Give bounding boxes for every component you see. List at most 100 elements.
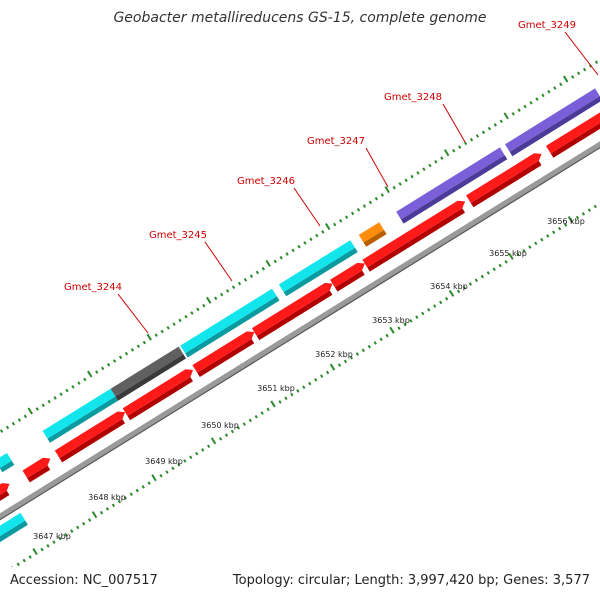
tick-mark <box>576 71 581 76</box>
tick-mark <box>462 285 467 290</box>
tick-mark <box>302 385 306 390</box>
tick-mark <box>53 396 57 400</box>
gene-feature <box>42 388 118 443</box>
cds-feature-shade <box>256 290 333 341</box>
gene-feature-shade <box>400 155 508 224</box>
tick-mark <box>87 370 93 378</box>
tick-mark <box>141 485 145 489</box>
tick-mark <box>422 167 426 171</box>
scale-label-3650: 3650 kbp <box>201 421 239 430</box>
tick-mark <box>231 285 236 290</box>
tick-mark <box>523 104 527 109</box>
tick-mark <box>343 359 348 364</box>
gene-labels: Gmet_3244 Gmet_3245 Gmet_3246 Gmet_3247 … <box>64 20 576 293</box>
gene-label-gmet-3247[interactable]: Gmet_3247 <box>307 136 365 147</box>
tick-mark <box>136 344 141 349</box>
tick-mark <box>563 223 568 227</box>
gene-feature-shade <box>509 96 600 157</box>
tick-mark <box>190 311 194 315</box>
tick-mark <box>71 385 75 389</box>
gene-label-gmet-3248[interactable]: Gmet_3248 <box>384 92 442 103</box>
tick-mark <box>409 319 413 323</box>
cds-feature <box>546 112 600 158</box>
tick-mark <box>270 400 276 408</box>
tick-mark <box>58 536 62 541</box>
tick-mark <box>260 411 264 415</box>
tick-mark <box>91 511 98 519</box>
gene-track <box>0 88 600 543</box>
cds-feature-body <box>54 411 126 459</box>
cds-feature-body <box>0 483 10 496</box>
tick-mark <box>303 241 307 245</box>
tick-mark <box>421 311 425 316</box>
tick-mark <box>47 399 51 404</box>
tick-mark <box>147 481 151 485</box>
gene-label-gmet-3249[interactable]: Gmet_3249 <box>518 20 576 31</box>
backbone-track <box>0 141 600 521</box>
tick-mark <box>290 392 294 397</box>
gene-feature-body <box>0 453 12 468</box>
tick-mark <box>474 278 478 283</box>
tick-mark <box>362 204 367 208</box>
gene-label-gmet-3244[interactable]: Gmet_3244 <box>64 282 122 293</box>
cds-feature-body <box>362 200 466 268</box>
gene-label-gmet-3246[interactable]: Gmet_3246 <box>237 176 295 187</box>
cds-feature-shade <box>0 490 10 501</box>
tick-mark <box>384 186 390 194</box>
tick-mark <box>516 252 520 257</box>
tick-mark <box>160 329 164 334</box>
gene-feature <box>278 240 358 297</box>
tick-mark <box>427 307 431 312</box>
tick-mark <box>337 363 342 367</box>
cds-feature <box>0 483 10 501</box>
tick-mark <box>534 241 538 246</box>
cds-feature <box>22 457 51 483</box>
tick-mark <box>297 244 301 249</box>
tick-mark <box>159 473 163 478</box>
cds-feature <box>192 331 255 377</box>
cds-feature <box>330 262 365 292</box>
tick-mark <box>547 89 551 94</box>
tick-mark <box>575 215 580 220</box>
tick-mark <box>184 314 188 319</box>
tick-mark <box>486 271 490 275</box>
tick-mark <box>0 574 1 577</box>
gene-feature <box>0 453 15 473</box>
tick-mark <box>166 326 170 330</box>
gene-feature-shade <box>185 296 280 358</box>
tick-mark <box>475 134 480 138</box>
tick-mark <box>22 558 26 563</box>
tick-mark <box>416 171 420 175</box>
gene-feature-body <box>42 388 116 439</box>
tick-mark <box>415 315 419 319</box>
scale-labels: 3647 kbp 3648 kbp 3649 kbp 3650 kbp 3651… <box>33 217 585 541</box>
tick-mark <box>5 425 10 430</box>
tick-mark <box>99 510 104 515</box>
gene-feature-body <box>396 147 505 220</box>
gene-feature <box>0 512 28 543</box>
tick-mark <box>172 322 176 326</box>
tick-mark <box>333 222 337 227</box>
tick-mark <box>499 119 503 124</box>
tick-mark <box>171 466 175 471</box>
tick-mark <box>552 230 556 235</box>
gene-label-gmet-3245[interactable]: Gmet_3245 <box>149 230 207 241</box>
tick-mark <box>492 267 496 271</box>
tick-mark <box>237 281 242 286</box>
scale-label-3648: 3648 kbp <box>88 493 126 502</box>
tick-mark <box>367 344 371 349</box>
tick-mark <box>368 200 373 205</box>
scale-label-3654: 3654 kbp <box>430 282 468 291</box>
tick-mark <box>117 499 122 504</box>
tick-mark <box>16 562 20 567</box>
tick-mark <box>571 75 575 79</box>
tick-mark <box>52 540 56 544</box>
tick-mark <box>236 426 241 430</box>
tick-mark <box>448 289 455 297</box>
tick-mark <box>380 193 384 197</box>
tick-mark <box>105 507 110 511</box>
tick-mark <box>487 126 492 131</box>
tick-mark <box>392 185 396 190</box>
gene-feature-shade <box>283 247 358 297</box>
